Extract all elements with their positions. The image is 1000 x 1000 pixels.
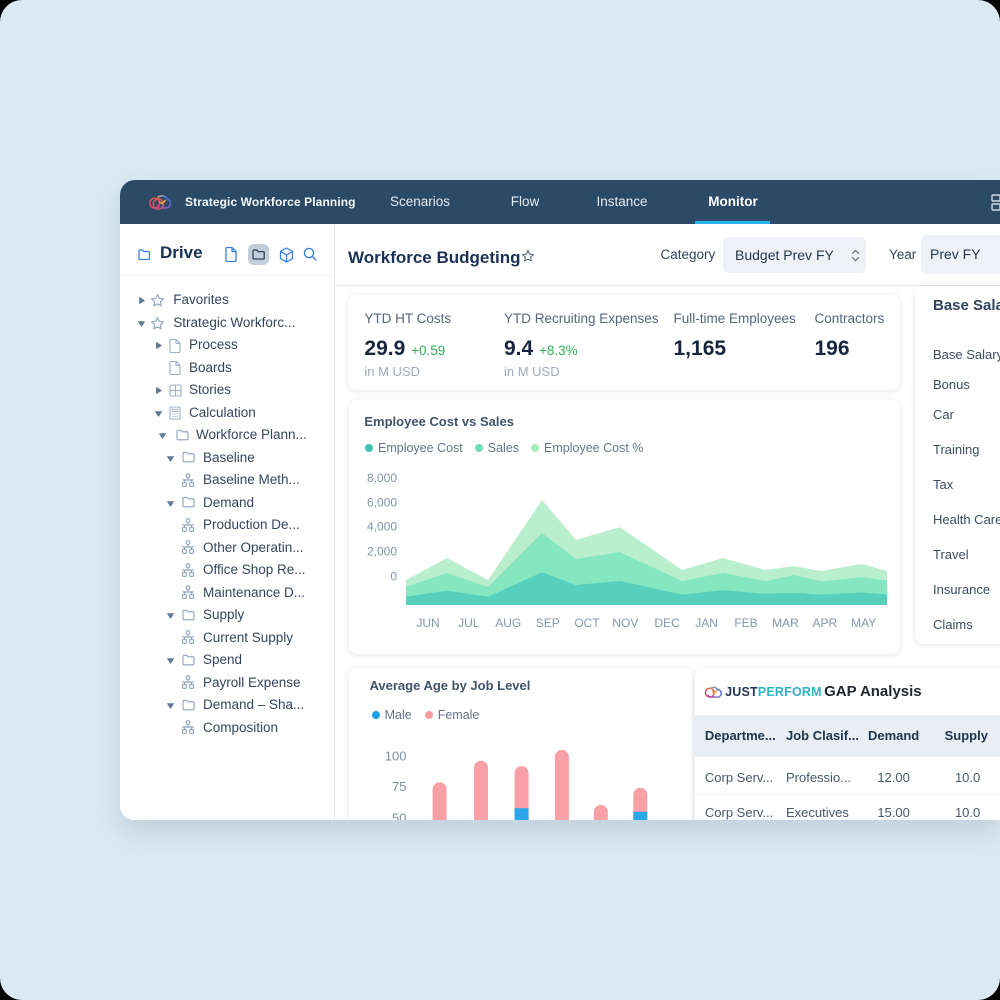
svg-text:8,000: 8,000 bbox=[367, 471, 397, 485]
svg-text:50: 50 bbox=[392, 811, 406, 820]
svg-text:JUL: JUL bbox=[458, 616, 480, 630]
svg-text:MAR: MAR bbox=[772, 616, 799, 630]
svg-text:75: 75 bbox=[392, 779, 406, 794]
svg-text:APR: APR bbox=[813, 616, 838, 630]
svg-text:100: 100 bbox=[385, 749, 407, 764]
svg-text:FEB: FEB bbox=[734, 616, 757, 630]
svg-text:JUN: JUN bbox=[416, 616, 439, 630]
svg-text:SEP: SEP bbox=[536, 616, 560, 630]
svg-text:DEC: DEC bbox=[654, 616, 680, 630]
svg-text:JAN: JAN bbox=[695, 616, 718, 630]
svg-text:NOV: NOV bbox=[612, 616, 638, 630]
svg-text:MAY: MAY bbox=[851, 616, 876, 630]
svg-text:4,000: 4,000 bbox=[367, 520, 397, 534]
svg-text:6,000: 6,000 bbox=[367, 495, 397, 509]
svg-text:AUG: AUG bbox=[495, 616, 521, 630]
svg-text:0: 0 bbox=[390, 570, 397, 584]
svg-text:2,000: 2,000 bbox=[367, 545, 397, 559]
svg-text:OCT: OCT bbox=[574, 616, 600, 630]
